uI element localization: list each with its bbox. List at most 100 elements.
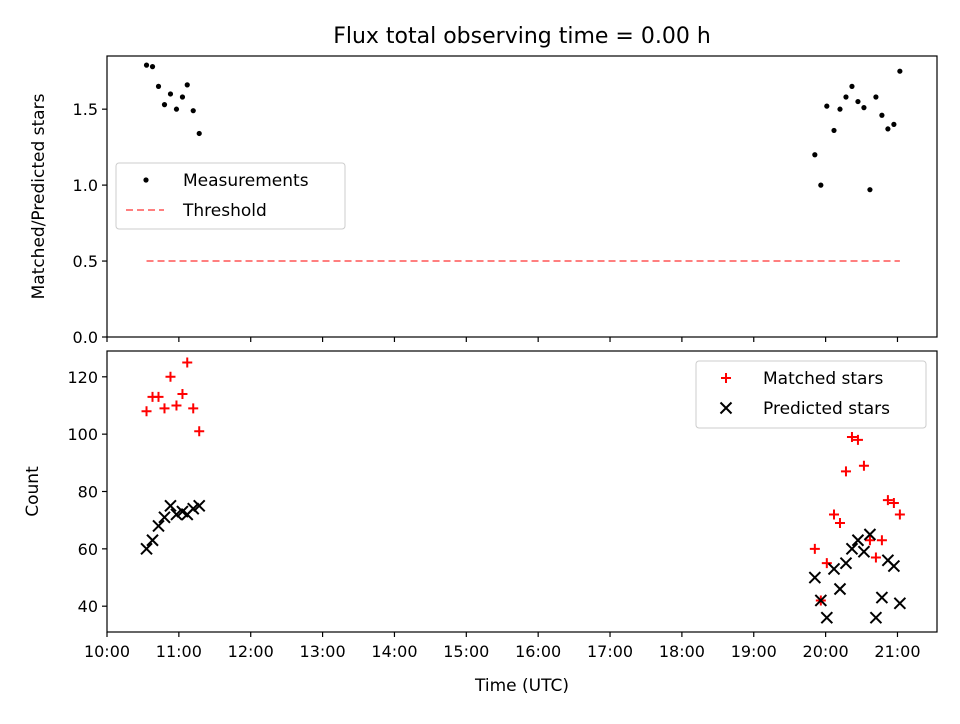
measurements-point (849, 83, 855, 89)
top-ytick-label: 1.0 (73, 176, 98, 195)
matched-stars-point (141, 406, 152, 417)
matched-stars-point (828, 509, 839, 520)
top-ytick-label: 0.0 (73, 328, 98, 347)
xtick-label: 15:00 (443, 642, 489, 661)
measurements-legend-label: Measurements (183, 171, 309, 191)
matched-stars-point (858, 460, 869, 471)
measurements-point (149, 64, 156, 70)
matched-stars-point (864, 535, 875, 546)
matched-stars-point (870, 552, 881, 563)
predicted-stars-point (140, 542, 153, 556)
bottom-ytick-label: 80 (78, 483, 98, 502)
top-ytick-label: 1.5 (73, 100, 98, 119)
measurements-point (885, 126, 891, 132)
predicted-stars-point (193, 499, 206, 513)
predicted-stars-point (152, 519, 165, 533)
measurements-point (173, 106, 180, 112)
matched-stars-point (834, 518, 845, 529)
predicted-stars-point (164, 499, 177, 513)
measurements-point (818, 182, 824, 188)
predicted-stars-point (863, 528, 877, 541)
matched-stars-point (159, 403, 170, 414)
threshold-legend-label: Threshold (182, 201, 267, 221)
xtick-label: 12:00 (228, 642, 274, 661)
xtick-label: 10:00 (84, 642, 130, 661)
bottom-ytick-label: 120 (67, 368, 98, 387)
matched-stars-point (882, 495, 893, 506)
matched-stars-legend-swatch (721, 373, 731, 383)
matched-stars-point (876, 535, 887, 546)
matched-stars-legend-label: Matched stars (763, 369, 883, 389)
matched-stars-point (846, 432, 857, 443)
predicted-stars-point (158, 511, 171, 524)
measurements-point (824, 103, 830, 109)
bottom-ytick-label: 40 (78, 597, 98, 616)
predicted-stars-point (887, 559, 901, 573)
top-legend-box (115, 162, 346, 230)
measurements-point (879, 112, 885, 118)
measurements-point (897, 68, 903, 74)
predicted-stars-point (187, 502, 200, 515)
measurements-point (855, 98, 861, 105)
xtick-label: 16:00 (515, 642, 561, 661)
predicted-stars-point (170, 508, 183, 521)
predicted-stars-point (833, 582, 847, 596)
xtick-label: 13:00 (300, 642, 346, 661)
measurements-point (843, 94, 849, 100)
measurements-point (161, 102, 168, 108)
predicted-stars-point (869, 611, 883, 624)
xtick-label: 19:00 (731, 642, 777, 661)
predicted-stars-point (820, 611, 834, 624)
predicted-stars-point (839, 556, 853, 570)
measurements-point (143, 62, 150, 68)
measurements-point (867, 187, 873, 193)
measurements-point (179, 94, 186, 100)
bottom-legend-box (695, 360, 927, 429)
measurements-point (155, 83, 162, 89)
measurements-legend-swatch (143, 177, 149, 183)
matched-stars-point (153, 391, 164, 402)
chart-title: Flux total observing time = 0.00 h (333, 24, 711, 49)
xtick-label: 20:00 (803, 642, 849, 661)
predicted-stars-point (893, 597, 907, 610)
xtick-label: 17:00 (587, 642, 633, 661)
measurements-point (184, 82, 190, 88)
measurements-point (190, 108, 196, 114)
matched-stars-point (171, 400, 182, 411)
top-axes-frame (106, 55, 938, 338)
bottom-ytick-label: 100 (67, 425, 98, 444)
matched-stars-point (177, 389, 188, 400)
predicted-stars-point (845, 542, 859, 556)
predicted-stars-legend-swatch (719, 401, 733, 415)
xtick-label: 11:00 (156, 642, 202, 661)
top-ylabel: Matched/Predicted stars (29, 93, 49, 299)
matched-stars-point (809, 543, 820, 554)
bottom-ylabel: Count (23, 466, 43, 517)
measurements-point (891, 121, 897, 127)
measurements-point (167, 91, 174, 97)
bottom-panel: 40 60 80 100 120 10:00 11:00 12:00 13:00 14:00 15:… (23, 350, 938, 696)
matched-stars-point (194, 426, 205, 437)
measurements-point (812, 152, 818, 158)
matched-stars-point (840, 466, 851, 477)
predicted-stars-legend-label: Predicted stars (763, 399, 890, 419)
matched-stars-point (894, 509, 905, 520)
predicted-stars-point (814, 594, 828, 607)
predicted-stars-point (827, 562, 841, 576)
top-panel: 0.0 0.5 1.0 1.5 Matched/Predicted stars Measu… (29, 55, 938, 347)
bottom-ytick-label: 60 (78, 540, 98, 559)
predicted-stars-point (857, 545, 871, 558)
predicted-stars-point (808, 571, 822, 584)
measurements-point (861, 105, 867, 111)
xlabel: Time (UTC) (474, 676, 569, 696)
matched-stars-point (888, 497, 899, 508)
measurements-point (831, 127, 837, 134)
matched-stars-point (188, 403, 199, 414)
matched-stars-point (821, 558, 832, 569)
predicted-stars-point (875, 591, 889, 604)
measurements-point (837, 106, 843, 112)
xtick-label: 14:00 (371, 642, 417, 661)
measurements-point (196, 130, 202, 137)
